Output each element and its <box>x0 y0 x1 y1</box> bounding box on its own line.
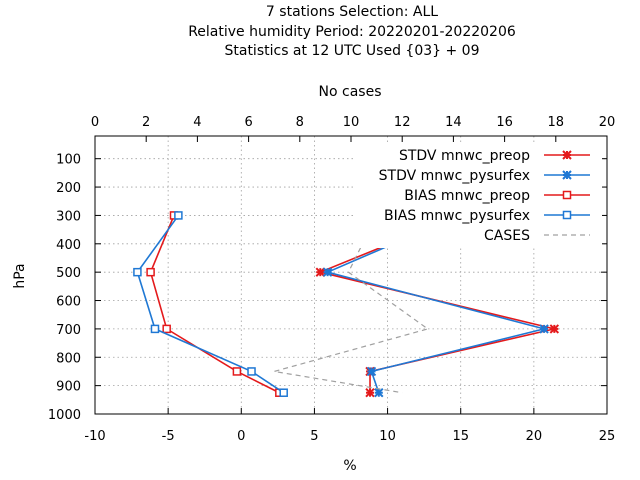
title-line-1: 7 stations Selection: ALL <box>266 4 438 20</box>
series-line-4 <box>274 215 430 394</box>
x2-tick-label: 10 <box>343 115 360 130</box>
x-tick-label: 20 <box>526 429 543 444</box>
legend-label: STDV mnwc_pysurfex <box>379 168 530 184</box>
y-tick-label: 400 <box>56 238 81 253</box>
data-point <box>365 388 375 398</box>
x2-tick-label: 0 <box>91 115 99 130</box>
x2-tick-label: 4 <box>193 115 201 130</box>
y-tick-label: 1000 <box>48 408 81 423</box>
legend-marker <box>562 190 572 200</box>
series-4 <box>274 215 430 394</box>
legend-marker <box>562 210 572 220</box>
y-tick-label: 600 <box>56 295 81 310</box>
data-point <box>315 267 325 277</box>
legend-marker <box>562 170 572 180</box>
x2-tick-label: 8 <box>296 115 304 130</box>
data-point <box>146 267 155 277</box>
x-tick-label: 5 <box>310 429 318 444</box>
y-tick-label: 300 <box>56 209 81 224</box>
x-tick-label: -10 <box>84 429 105 444</box>
data-point <box>549 324 560 334</box>
y-tick-label: 900 <box>56 380 81 395</box>
x-tick-label: 0 <box>237 429 245 444</box>
x2-tick-label: 20 <box>599 115 616 130</box>
data-point <box>539 324 549 334</box>
x2-tick-label: 16 <box>496 115 513 130</box>
data-point <box>247 367 256 376</box>
data-point <box>133 267 142 277</box>
chart-title: 7 stations Selection: ALL Relative humid… <box>188 4 516 59</box>
x-tick-label: -5 <box>162 429 175 444</box>
data-point <box>162 324 171 334</box>
data-point <box>232 367 242 376</box>
data-point <box>150 324 160 334</box>
title-line-3: Statistics at 12 UTC Used {03} + 09 <box>224 43 479 59</box>
y-tick-label: 800 <box>56 351 81 366</box>
legend: STDV mnwc_preop STDV mnwc_pysurfex BIAS mn… <box>356 144 602 248</box>
x-tick-label: 15 <box>452 429 469 444</box>
x-tick-label: 25 <box>599 429 616 444</box>
legend-marker <box>562 150 572 160</box>
legend-label: CASES <box>484 228 530 244</box>
axes: -10 -5 0 5 10 15 20 25 0 2 4 6 8 10 12 14 16 18 20 100 200 30… <box>48 115 615 444</box>
series-3 <box>133 211 288 397</box>
title-line-2: Relative humidity Period: 20220201-20220… <box>188 24 516 40</box>
series-line-2 <box>149 215 280 394</box>
x2-tick-label: 14 <box>445 115 462 130</box>
x-axis-label: % <box>343 458 356 474</box>
data-point <box>366 366 377 377</box>
data-point <box>322 267 333 277</box>
x2-axis-label: No cases <box>319 84 382 100</box>
legend-label: STDV mnwc_preop <box>399 148 530 164</box>
y-axis-label: hPa <box>12 263 28 288</box>
x2-tick-label: 12 <box>394 115 411 130</box>
legend-background <box>356 144 602 248</box>
legend-label: BIAS mnwc_pysurfex <box>384 208 530 224</box>
x-tick-label: 10 <box>379 429 396 444</box>
x2-tick-label: 18 <box>548 115 565 130</box>
x2-tick-label: 6 <box>244 115 252 130</box>
data-point <box>174 211 183 220</box>
y-tick-label: 100 <box>56 153 81 168</box>
y-tick-label: 500 <box>56 266 81 281</box>
data-point <box>279 388 288 397</box>
y-tick-label: 200 <box>56 181 81 196</box>
y-tick-label: 700 <box>56 323 81 338</box>
series-layer <box>133 210 560 398</box>
data-point <box>374 388 384 398</box>
legend-label: BIAS mnwc_preop <box>404 188 530 204</box>
series-2 <box>146 211 284 397</box>
x2-tick-label: 2 <box>142 115 150 130</box>
